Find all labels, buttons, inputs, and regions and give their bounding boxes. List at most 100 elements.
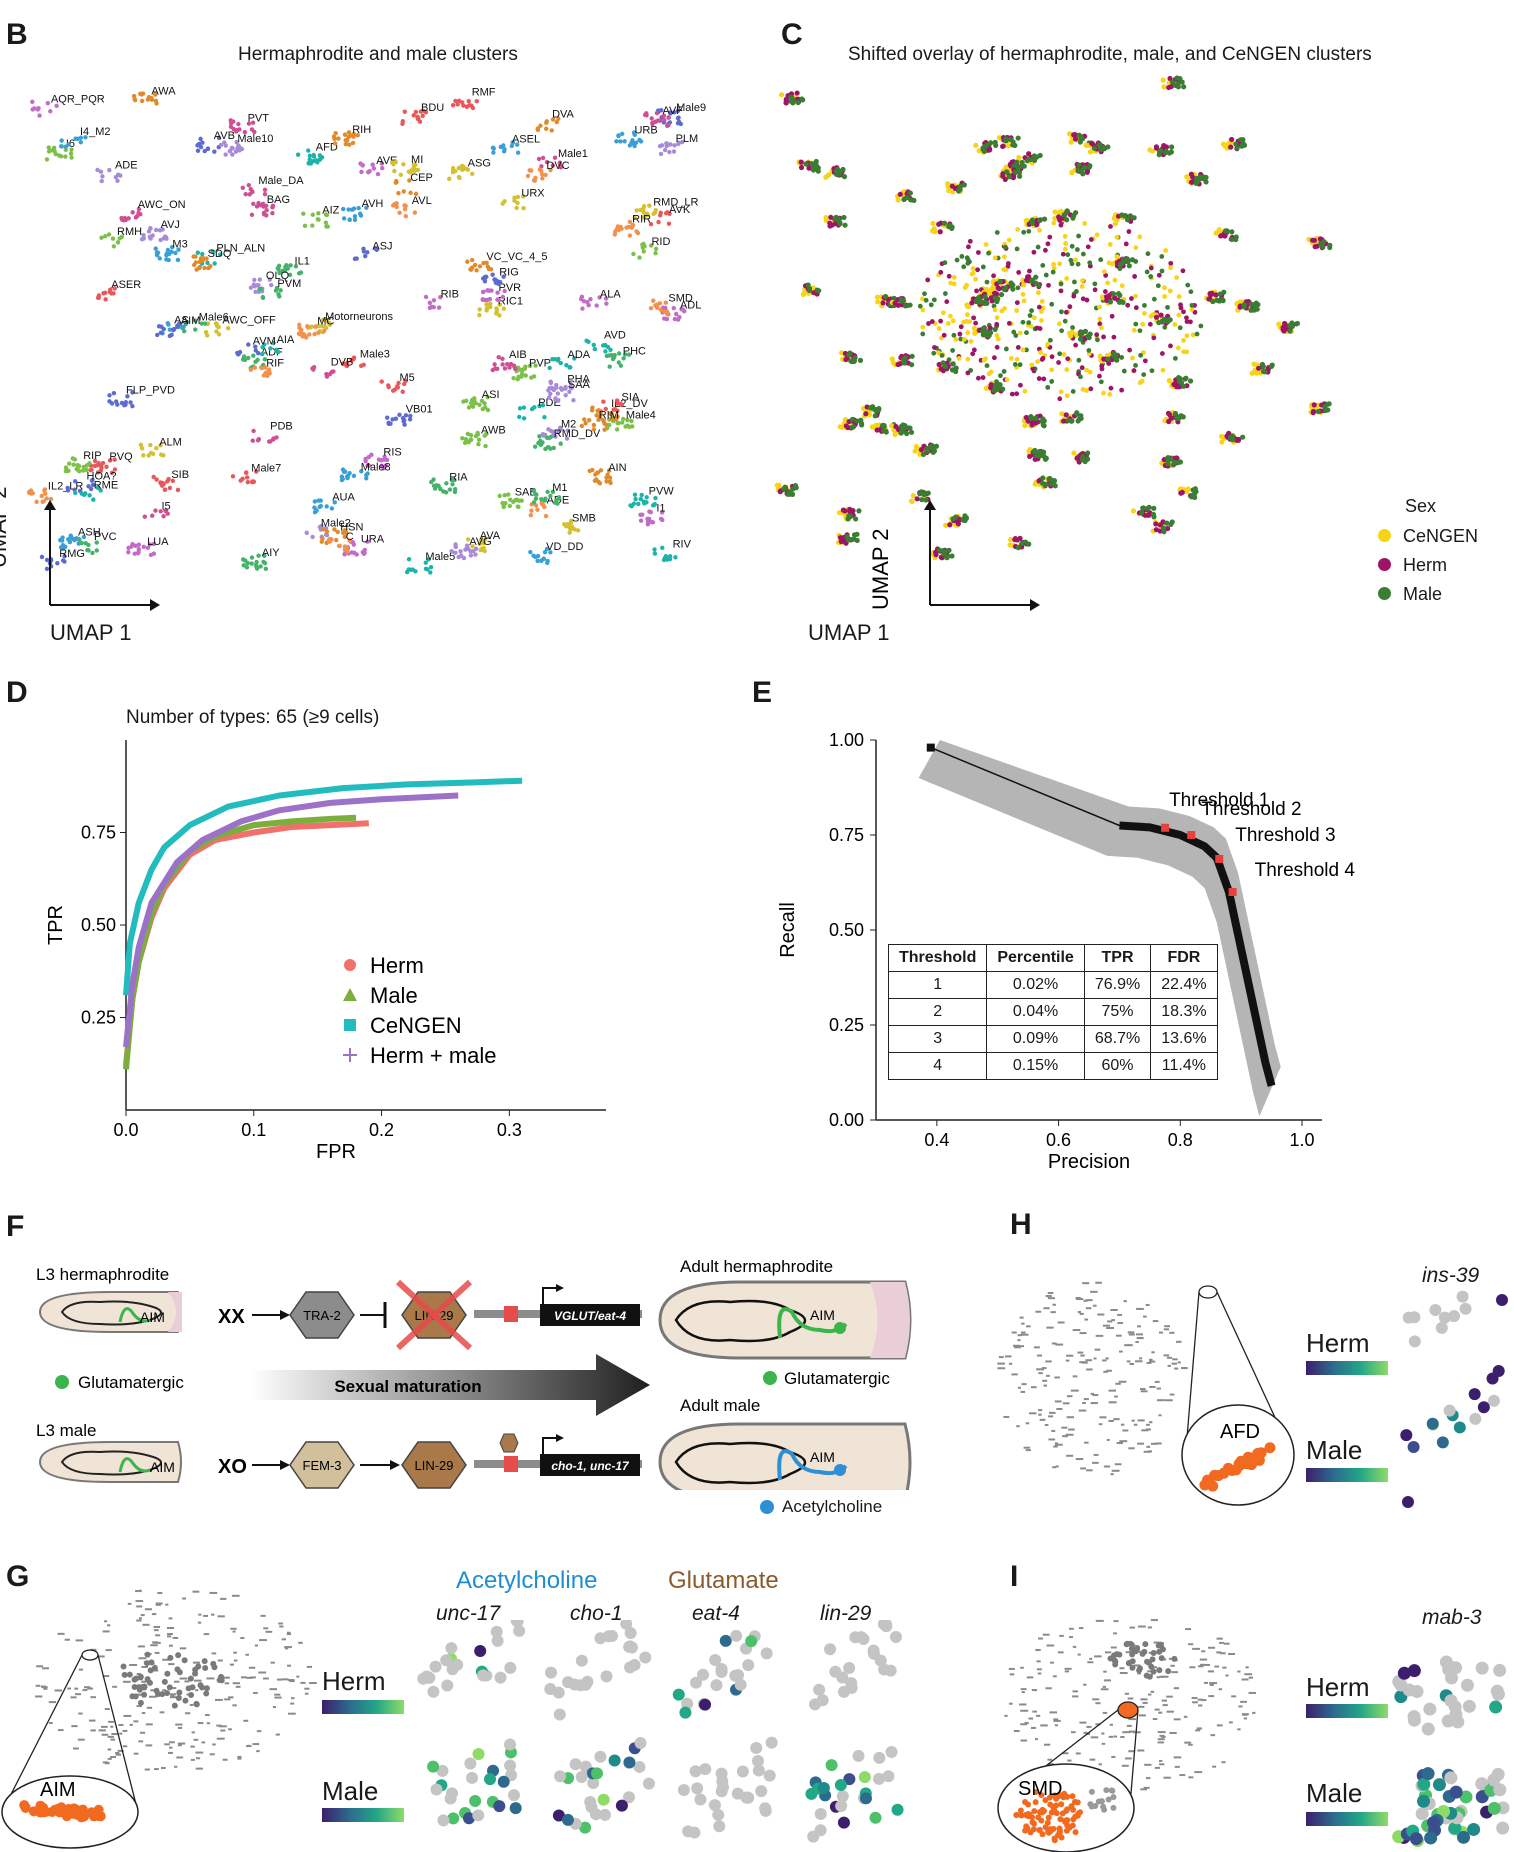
umap-point (278, 1622, 283, 1625)
umap-point (1181, 1367, 1188, 1370)
panel-c-title: Shifted overlay of hermaphrodite, male, … (848, 44, 1372, 65)
overlay-point (971, 315, 977, 321)
cell-point (835, 1800, 848, 1813)
cluster-label: I1 (656, 503, 665, 515)
overlay-point (1188, 319, 1193, 325)
umap-point (1011, 1331, 1017, 1334)
highlighted-cell (1032, 1788, 1039, 1795)
cluster-label: AIB (509, 349, 527, 361)
umap-point (1154, 1708, 1160, 1711)
umap-point (1092, 1698, 1100, 1701)
umap-point (75, 1639, 84, 1642)
umap-point (1149, 1358, 1153, 1361)
umap-point (1037, 1672, 1042, 1675)
umap-point (1143, 1315, 1147, 1318)
cluster-blob (65, 477, 96, 494)
umap-point (1147, 1693, 1152, 1696)
highlighted-cell (79, 1811, 90, 1822)
umap-point (1079, 1721, 1087, 1724)
umap-point (1169, 1393, 1175, 1396)
umap-point (1137, 1705, 1145, 1708)
umap-point (258, 1671, 267, 1674)
overlay-point (1049, 379, 1055, 384)
overlay-point (1006, 237, 1012, 243)
overlay-point (1017, 362, 1023, 368)
umap-point (1047, 1297, 1055, 1300)
umap-point (78, 1712, 83, 1715)
overlay-point (970, 266, 976, 271)
umap-point (1090, 1736, 1099, 1739)
umap-point (144, 1768, 150, 1771)
cluster-label: PLM (676, 133, 699, 145)
cluster-label: CEP (410, 172, 433, 184)
umap-point (1075, 1296, 1081, 1299)
umap-point (1021, 1691, 1025, 1694)
umap-point (1171, 1671, 1179, 1674)
umap-point (1173, 1687, 1180, 1690)
cluster-blob (500, 194, 526, 211)
cell-point (697, 1668, 710, 1681)
umap-point (304, 1687, 310, 1690)
umap-point (1038, 1372, 1043, 1375)
cell-point (1436, 1436, 1449, 1449)
overlay-point (965, 312, 970, 318)
umap-point (1090, 1402, 1098, 1405)
cell-point (484, 1773, 497, 1786)
overlay-point (1180, 268, 1186, 274)
umap-point (1137, 1650, 1143, 1653)
umap-point (1114, 1463, 1122, 1466)
umap-point (160, 1766, 166, 1769)
umap-point (206, 1677, 215, 1680)
umap-point (245, 1653, 249, 1656)
cell-point (1432, 1778, 1446, 1792)
umap-point (270, 1661, 275, 1664)
umap-point (1041, 1367, 1047, 1370)
highlighted-cell (1022, 1827, 1029, 1834)
cell-point (513, 1624, 526, 1637)
umap-point (1066, 1395, 1073, 1398)
cell-point (462, 1812, 475, 1825)
cell-point (1402, 1311, 1415, 1324)
overlay-point (994, 315, 1000, 321)
cell-point (1469, 1412, 1482, 1425)
overlay-point (1063, 309, 1069, 315)
umap-point (1216, 1724, 1223, 1727)
cell-point (843, 1662, 856, 1675)
umap-point (197, 1722, 204, 1725)
umap-point (112, 1685, 118, 1688)
overlay-point (1020, 319, 1026, 325)
highlighted-cell (1038, 1792, 1045, 1799)
cluster-label: AVB (214, 130, 235, 142)
cluster-blob (63, 456, 92, 474)
overlay-point (1148, 274, 1154, 279)
overlay-point (936, 350, 941, 356)
umap-point (1124, 1344, 1131, 1347)
umap-point (1113, 1620, 1119, 1623)
highlighted-cell (1025, 1801, 1032, 1808)
umap-point (201, 1741, 206, 1744)
umap-point (145, 1723, 153, 1726)
umap-point (1192, 1647, 1201, 1650)
umap-point (1017, 1334, 1023, 1337)
umap-point (1069, 1627, 1074, 1630)
cluster-blob (76, 537, 99, 556)
cell-point (545, 1666, 558, 1679)
table-cell: 3 (887, 1025, 988, 1053)
cell-point (600, 1670, 613, 1683)
umap-point (169, 1693, 177, 1696)
cluster-label: SIA (622, 392, 640, 404)
overlay-point (973, 276, 979, 282)
umap-point (1237, 1670, 1241, 1673)
glut-right-label: Glutamatergic (784, 1369, 890, 1388)
overlay-point (998, 373, 1003, 379)
umap-point (136, 1705, 142, 1708)
overlay-point (1057, 396, 1063, 402)
cell-point (1438, 1311, 1451, 1324)
umap-point (1137, 1625, 1146, 1628)
umap-point (162, 1658, 170, 1661)
cluster-label: Male_DA (258, 175, 304, 187)
umap-point (98, 1729, 106, 1732)
umap-c-axis-x: UMAP 1 (808, 620, 890, 645)
umap-point (1142, 1701, 1148, 1704)
umap-point (300, 1681, 306, 1684)
